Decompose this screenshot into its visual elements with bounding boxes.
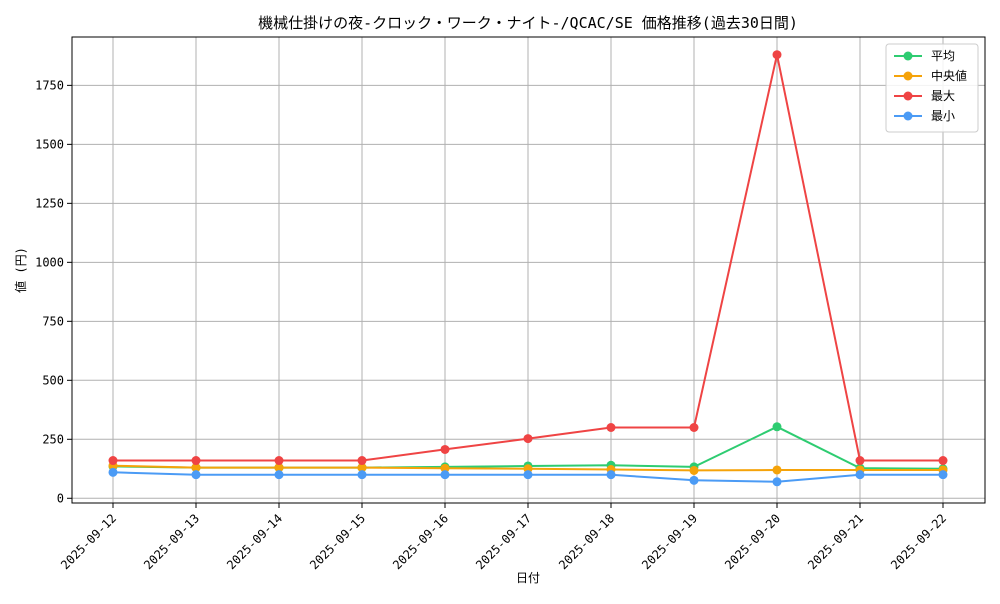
x-tick-label: 2025-09-15 bbox=[307, 511, 368, 572]
legend-label: 最大 bbox=[931, 89, 955, 103]
y-axis-ticks: 0 250 500 750 1000 1250 1500 1750 bbox=[35, 78, 72, 505]
y-tick-label: 250 bbox=[42, 432, 64, 446]
y-tick-label: 1750 bbox=[35, 78, 64, 92]
legend-item: 中央値 bbox=[894, 68, 967, 83]
data-point bbox=[274, 463, 284, 473]
series-layer bbox=[108, 50, 948, 487]
data-point bbox=[689, 465, 699, 475]
legend-item: 最小 bbox=[894, 109, 955, 123]
legend-marker bbox=[903, 91, 913, 101]
data-point bbox=[689, 475, 699, 485]
data-point bbox=[772, 422, 782, 432]
x-tick-label: 2025-09-19 bbox=[639, 511, 700, 572]
x-tick-label: 2025-09-18 bbox=[556, 511, 617, 572]
data-point bbox=[938, 470, 948, 480]
data-point bbox=[855, 456, 865, 466]
series-最大 bbox=[108, 50, 948, 466]
x-tick-label: 2025-09-21 bbox=[805, 511, 866, 572]
x-axis-ticks: 2025-09-12 2025-09-13 2025-09-14 2025-09-15… bbox=[58, 503, 949, 572]
legend-item: 最大 bbox=[894, 89, 955, 103]
legend-label: 平均 bbox=[931, 49, 955, 63]
y-axis-label: 値 (円) bbox=[13, 247, 28, 293]
data-point bbox=[772, 477, 782, 487]
series-最小 bbox=[108, 467, 948, 487]
x-tick-label: 2025-09-22 bbox=[888, 511, 949, 572]
y-tick-label: 1500 bbox=[35, 137, 64, 151]
y-tick-label: 500 bbox=[42, 373, 64, 387]
x-tick-label: 2025-09-20 bbox=[722, 511, 783, 572]
legend-marker bbox=[903, 51, 913, 61]
data-point bbox=[772, 465, 782, 475]
data-point bbox=[108, 456, 118, 466]
data-point bbox=[440, 470, 450, 480]
data-point bbox=[274, 470, 284, 480]
legend-label: 中央値 bbox=[931, 68, 967, 83]
x-tick-label: 2025-09-17 bbox=[473, 511, 534, 572]
y-tick-label: 750 bbox=[42, 314, 64, 328]
data-point bbox=[938, 456, 948, 466]
data-point bbox=[357, 456, 367, 466]
x-tick-label: 2025-09-13 bbox=[141, 511, 202, 572]
data-point bbox=[523, 470, 533, 480]
legend-item: 平均 bbox=[894, 49, 955, 63]
data-point bbox=[440, 463, 450, 473]
data-point bbox=[191, 456, 201, 466]
x-tick-label: 2025-09-12 bbox=[58, 511, 119, 572]
data-point bbox=[772, 50, 782, 60]
x-tick-label: 2025-09-14 bbox=[224, 511, 285, 572]
x-axis-label: 日付 bbox=[516, 571, 540, 585]
data-point bbox=[274, 456, 284, 466]
y-tick-label: 1000 bbox=[35, 255, 64, 269]
y-tick-label: 0 bbox=[57, 491, 64, 505]
x-tick-label: 2025-09-16 bbox=[390, 511, 451, 572]
data-point bbox=[689, 422, 699, 432]
data-point bbox=[357, 470, 367, 480]
data-point bbox=[191, 463, 201, 473]
data-point bbox=[108, 467, 118, 477]
data-point bbox=[855, 470, 865, 480]
data-point bbox=[440, 444, 450, 454]
data-point bbox=[606, 470, 616, 480]
y-tick-label: 1250 bbox=[35, 196, 64, 210]
data-point bbox=[191, 470, 201, 480]
data-point bbox=[523, 434, 533, 444]
legend-label: 最小 bbox=[931, 109, 955, 123]
legend-marker bbox=[903, 111, 913, 121]
data-point bbox=[606, 422, 616, 432]
legend-marker bbox=[903, 71, 913, 81]
legend-box bbox=[885, 43, 979, 133]
chart-title: 機械仕掛けの夜-クロック・ワーク・ナイト-/QCAC/SE 価格推移(過去30日… bbox=[258, 14, 798, 32]
grid bbox=[72, 37, 985, 503]
data-point bbox=[357, 463, 367, 473]
